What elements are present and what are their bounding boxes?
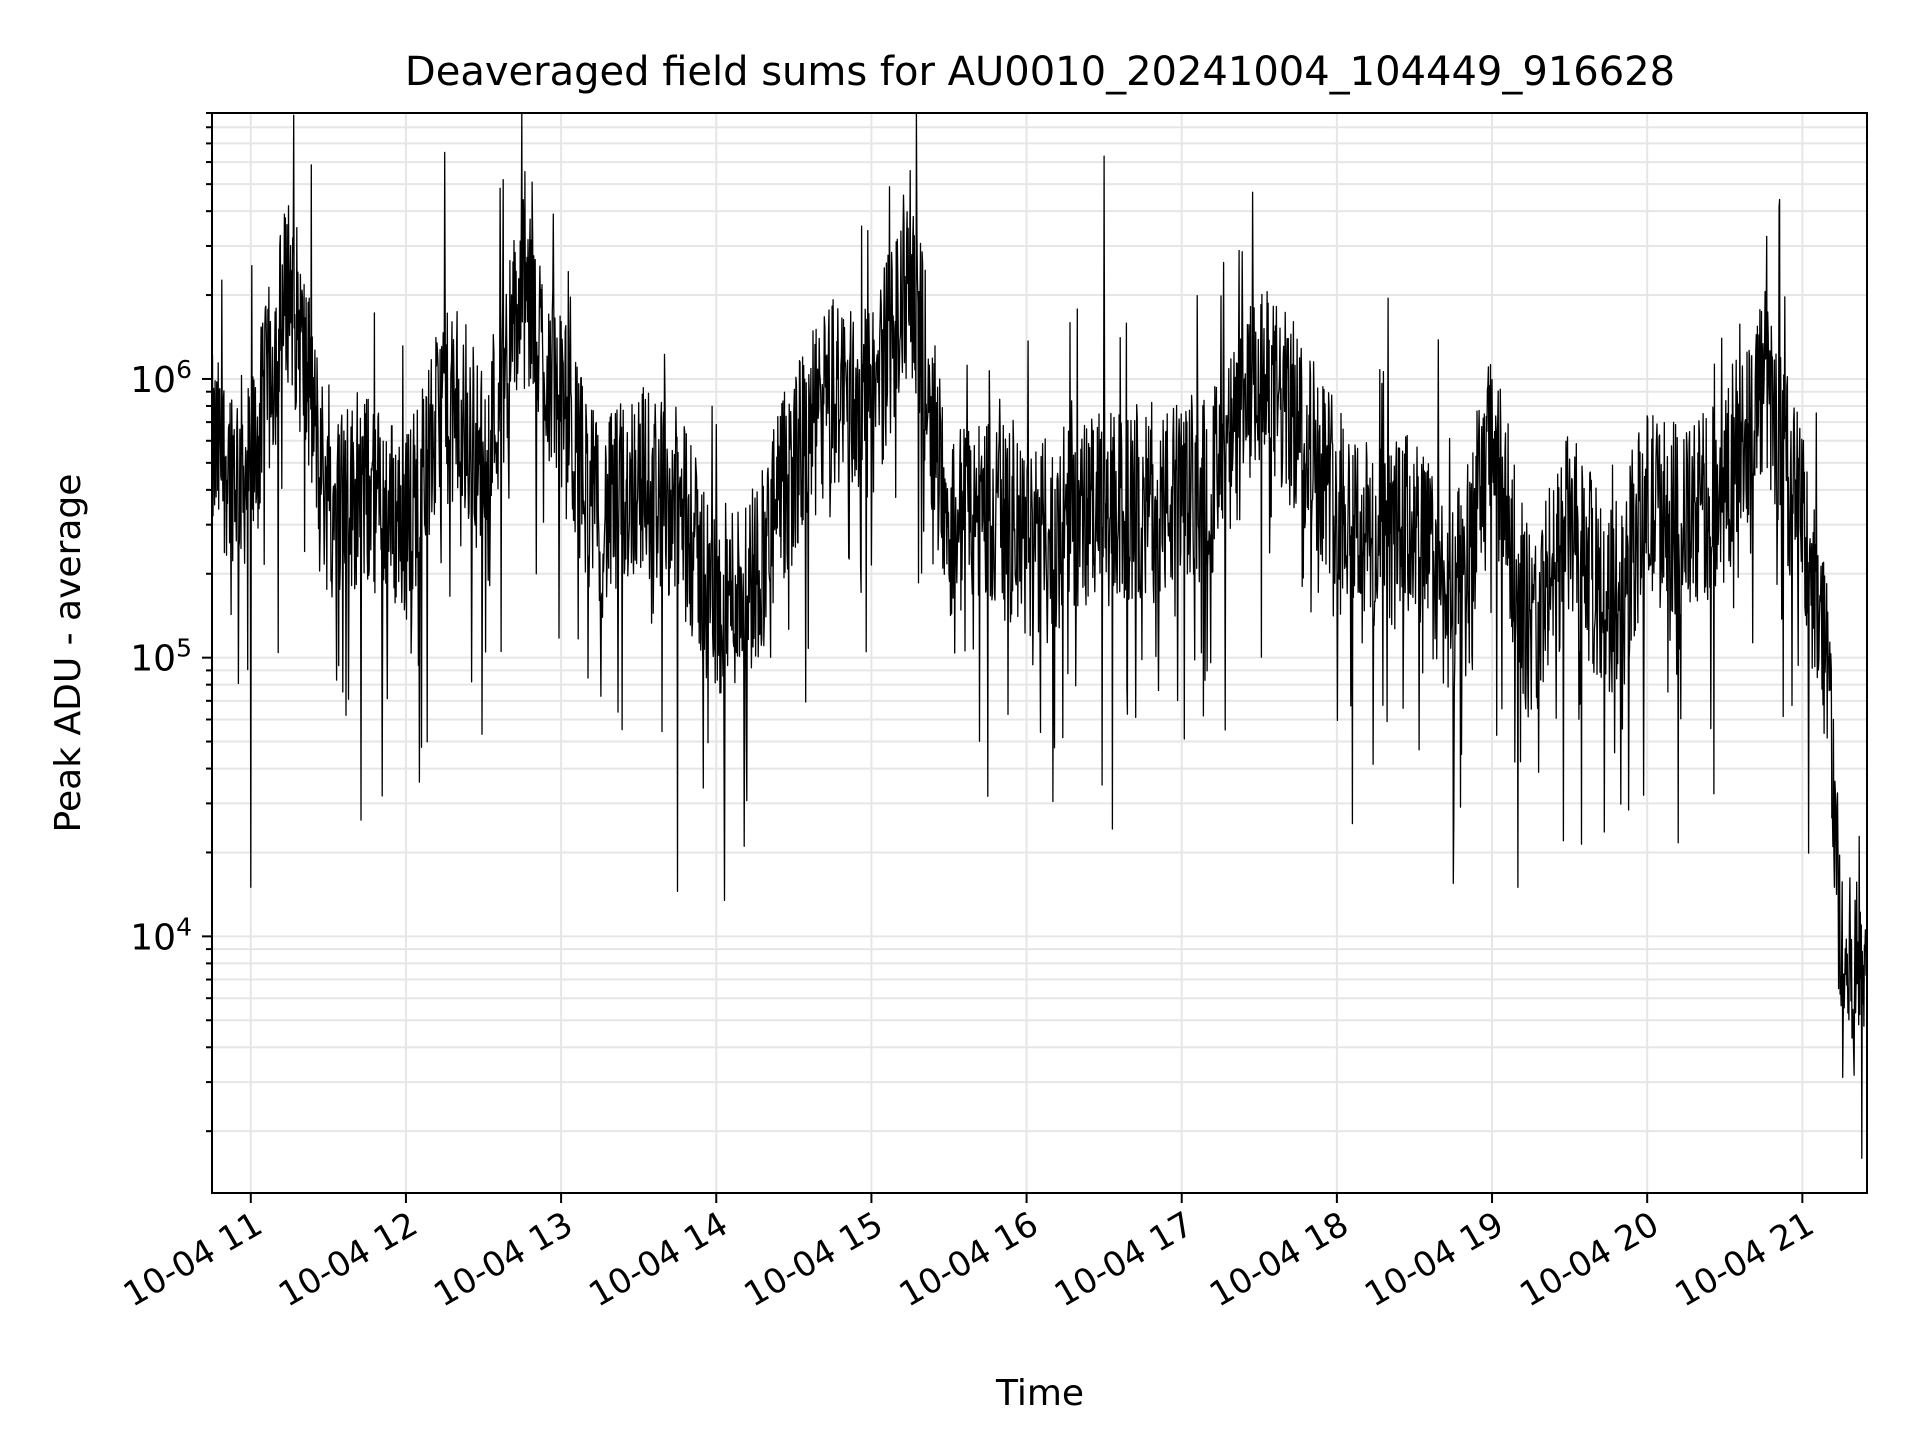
- grid: [212, 112, 1867, 1193]
- x-tick-label: 10-04 15: [738, 1204, 890, 1315]
- x-tick-label: 10-04 13: [427, 1204, 579, 1315]
- y-axis-label: Peak ADU - average: [48, 474, 89, 833]
- x-tick-label: 10-04 16: [893, 1204, 1045, 1315]
- x-tick-label: 10-04 14: [582, 1204, 734, 1315]
- y-axis: 104 105 106: [130, 112, 212, 1133]
- series-line: [211, 112, 1868, 1159]
- chart-title: Deaveraged field sums for AU0010_2024100…: [405, 49, 1675, 95]
- y-tick-label: 106: [130, 355, 192, 401]
- x-tick-label: 10-04 19: [1358, 1204, 1510, 1315]
- plot-frame: [211, 112, 1868, 1194]
- y-tick-label: 105: [130, 634, 192, 680]
- x-axis: 10-04 11 10-04 12 10-04 13 10-04 14 10-04 15…: [117, 1193, 1821, 1315]
- data-series: [211, 112, 1868, 1159]
- x-tick-label: 10-04 17: [1048, 1204, 1200, 1315]
- x-tick-label: 10-04 20: [1513, 1204, 1665, 1315]
- x-tick-label: 10-04 11: [117, 1204, 269, 1315]
- x-axis-label: Time: [995, 1373, 1084, 1414]
- x-tick-label: 10-04 18: [1203, 1204, 1355, 1315]
- y-tick-label: 104: [130, 912, 192, 958]
- x-tick-label: 10-04 21: [1668, 1204, 1820, 1315]
- x-tick-label: 10-04 12: [272, 1204, 424, 1315]
